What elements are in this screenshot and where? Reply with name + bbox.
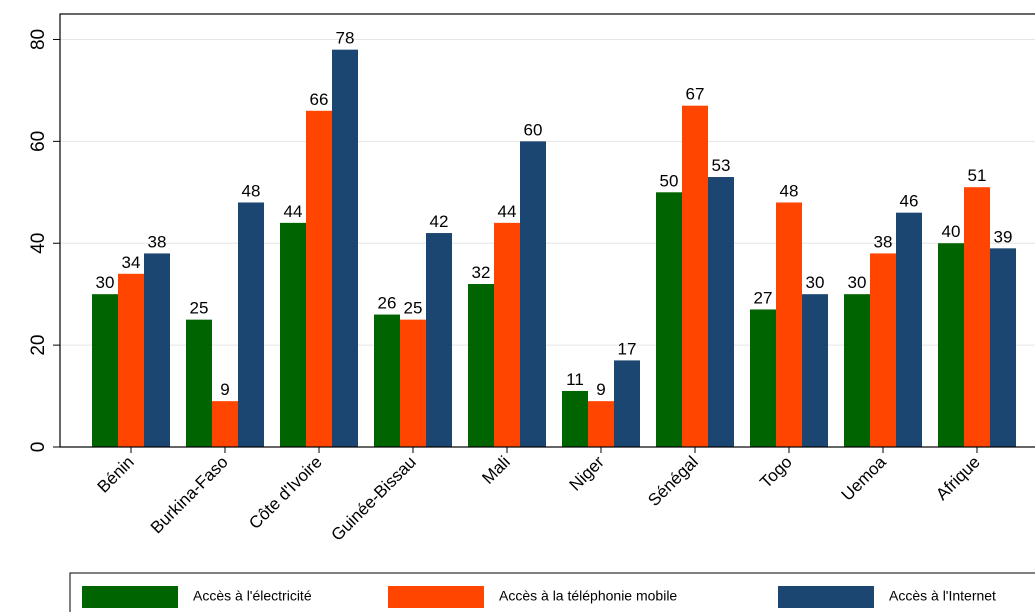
- legend-label: Accès à l'Internet: [889, 588, 996, 604]
- x-tick-label: Afrique: [932, 452, 984, 504]
- bar: [708, 177, 734, 447]
- bar: [896, 212, 922, 447]
- y-tick-label: 60: [28, 131, 49, 152]
- value-label: 30: [96, 273, 115, 292]
- bar: [938, 243, 964, 447]
- bar: [494, 222, 520, 447]
- value-label: 48: [780, 181, 799, 200]
- legend-swatch: [82, 586, 178, 608]
- value-label: 25: [190, 299, 209, 318]
- bar: [92, 294, 118, 447]
- bar: [682, 105, 708, 447]
- value-label: 30: [848, 273, 867, 292]
- value-label: 78: [336, 29, 355, 48]
- value-label: 50: [660, 171, 679, 190]
- value-label: 32: [472, 263, 491, 282]
- value-label: 9: [596, 380, 605, 399]
- x-tick-label: Côte d'Ivoire: [245, 452, 326, 533]
- bar: [870, 253, 896, 447]
- x-tick-label: Niger: [566, 452, 608, 494]
- value-label: 67: [686, 85, 705, 104]
- bar: [186, 319, 212, 447]
- x-tick-label: Togo: [756, 452, 796, 492]
- value-label: 44: [284, 202, 303, 221]
- value-label: 40: [942, 222, 961, 241]
- value-label: 25: [404, 299, 423, 318]
- value-label: 39: [994, 227, 1013, 246]
- bar: [990, 248, 1016, 447]
- value-label: 51: [968, 166, 987, 185]
- value-label: 30: [806, 273, 825, 292]
- value-label: 9: [220, 380, 229, 399]
- y-tick-label: 40: [28, 233, 49, 254]
- bar: [844, 294, 870, 447]
- bar: [776, 202, 802, 447]
- legend-label: Accès à la téléphonie mobile: [499, 588, 677, 604]
- x-tick-label: Sénégal: [644, 452, 702, 510]
- y-tick-label: 80: [28, 29, 49, 50]
- bar: [374, 314, 400, 447]
- bar: [118, 273, 144, 447]
- bar: [750, 309, 776, 447]
- value-label: 27: [754, 288, 773, 307]
- bar: [426, 233, 452, 447]
- bar: [656, 192, 682, 447]
- value-label: 66: [310, 90, 329, 109]
- bar: [562, 390, 588, 447]
- bar: [212, 401, 238, 447]
- bar: [588, 401, 614, 447]
- value-label: 53: [712, 156, 731, 175]
- bar: [306, 110, 332, 447]
- bar: [144, 253, 170, 447]
- y-tick-label: 20: [28, 335, 49, 356]
- value-label: 26: [378, 294, 397, 313]
- plot-frame: [59, 13, 1035, 448]
- bar: [964, 187, 990, 447]
- value-label: 11: [566, 370, 584, 389]
- value-label: 38: [148, 232, 167, 251]
- x-tick-label: Uemoa: [838, 452, 891, 505]
- value-label: 48: [242, 181, 261, 200]
- bar: [280, 222, 306, 447]
- bar: [520, 141, 546, 447]
- y-tick-label: 0: [28, 442, 49, 453]
- legend-swatch: [778, 586, 874, 608]
- value-label: 17: [618, 339, 637, 358]
- legend-label: Accès à l'électricité: [193, 588, 312, 604]
- value-label: 46: [900, 192, 919, 211]
- bar: [614, 360, 640, 447]
- bar: [332, 49, 358, 448]
- bar: [400, 319, 426, 447]
- legend-swatch: [388, 586, 484, 608]
- x-tick-label: Burkina-Faso: [147, 452, 232, 537]
- value-label: 34: [122, 253, 141, 272]
- legend-box: [69, 572, 1035, 612]
- x-tick-label: Mali: [478, 452, 513, 487]
- value-label: 44: [498, 202, 517, 221]
- value-label: 38: [874, 232, 893, 251]
- bar: [802, 294, 828, 447]
- x-tick-label: Bénin: [94, 452, 138, 496]
- bar: [238, 202, 264, 447]
- value-label: 60: [524, 120, 543, 139]
- x-tick-label: Guinée-Bissau: [328, 452, 420, 544]
- bar: [468, 283, 494, 447]
- value-label: 42: [430, 212, 449, 231]
